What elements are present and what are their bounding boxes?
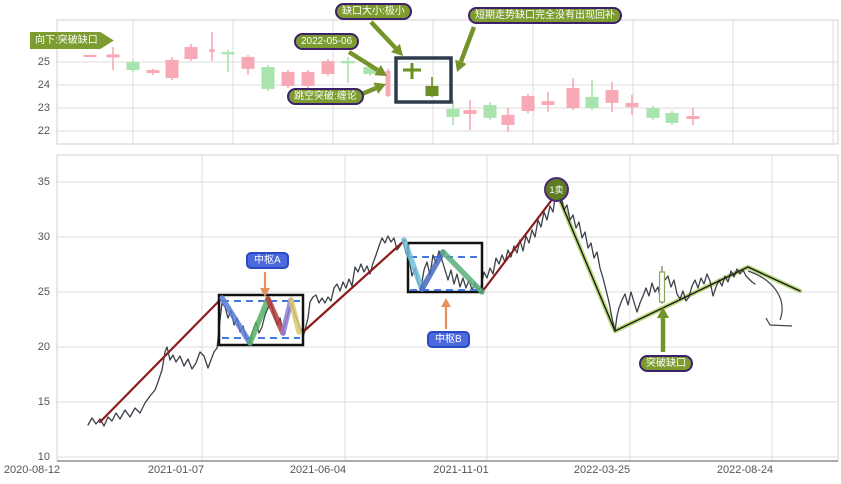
x-axis-label: 2022-03-25 <box>573 464 631 476</box>
annotation-pivot-a: 中枢A <box>246 252 289 269</box>
annotation-breakout-gap: 突破缺口 <box>639 355 693 372</box>
annotation-downward-breakaway-gap: 向下:突破缺口 <box>30 32 114 49</box>
annotation-gap-not-refilled: 短期走势缺口完全没有出现回补 <box>468 7 622 24</box>
y-axis-label: 25 <box>37 286 50 298</box>
annotation-pivot-b: 中枢B <box>427 331 470 348</box>
y-axis-label: 15 <box>37 396 50 408</box>
annotation-sell-point-1: 1卖 <box>544 177 569 202</box>
x-axis-label: 2020-08-12 <box>3 464 61 476</box>
y-axis-label: 30 <box>37 231 50 243</box>
y-axis-label: 22 <box>37 125 50 137</box>
y-axis-label: 20 <box>37 341 50 353</box>
annotation-gap-size: 缺口大小:极小 <box>335 3 412 20</box>
y-axis-label: 10 <box>37 451 50 463</box>
x-axis-label: 2021-11-01 <box>433 464 489 476</box>
annotation-gap-date: 2022-05-06 <box>294 33 360 50</box>
y-axis-label: 25 <box>37 56 50 68</box>
annotation-gap-breakout-theory: 跳空突破:缠论 <box>287 88 364 105</box>
y-axis-label: 24 <box>37 79 50 91</box>
x-axis-label: 2021-06-04 <box>289 464 347 476</box>
x-axis-label: 2022-08-24 <box>716 464 774 476</box>
y-axis-label: 23 <box>37 102 50 114</box>
y-axis-label: 35 <box>37 176 50 188</box>
x-axis-label: 2021-01-07 <box>147 464 205 476</box>
